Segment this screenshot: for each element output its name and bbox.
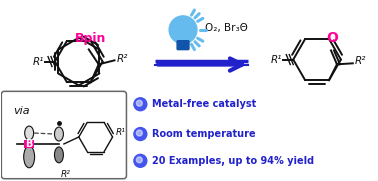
Text: Bpin: Bpin bbox=[75, 32, 106, 45]
Circle shape bbox=[134, 154, 147, 167]
FancyBboxPatch shape bbox=[177, 41, 189, 50]
Circle shape bbox=[169, 16, 197, 44]
Text: B: B bbox=[25, 139, 33, 149]
Text: 20 Examples, up to 94% yield: 20 Examples, up to 94% yield bbox=[152, 156, 314, 166]
Text: R²: R² bbox=[61, 170, 71, 179]
Ellipse shape bbox=[24, 146, 35, 168]
Circle shape bbox=[136, 100, 143, 106]
Ellipse shape bbox=[25, 126, 34, 140]
Text: O₂, Br₃Θ: O₂, Br₃Θ bbox=[205, 23, 248, 33]
Text: Room temperature: Room temperature bbox=[152, 129, 256, 139]
Text: Metal-free catalyst: Metal-free catalyst bbox=[152, 99, 257, 109]
Text: R¹: R¹ bbox=[271, 54, 282, 65]
Text: R²: R² bbox=[355, 56, 366, 66]
Circle shape bbox=[134, 128, 147, 140]
Ellipse shape bbox=[54, 127, 64, 141]
FancyBboxPatch shape bbox=[2, 91, 127, 179]
Ellipse shape bbox=[54, 147, 64, 163]
Text: via: via bbox=[13, 106, 30, 116]
Text: R¹: R¹ bbox=[116, 128, 125, 136]
Circle shape bbox=[136, 157, 143, 163]
FancyBboxPatch shape bbox=[24, 140, 34, 148]
Text: R¹: R¹ bbox=[33, 56, 44, 67]
Circle shape bbox=[136, 130, 143, 136]
Text: R²: R² bbox=[116, 54, 128, 64]
Text: O: O bbox=[326, 31, 338, 45]
Circle shape bbox=[134, 98, 147, 111]
